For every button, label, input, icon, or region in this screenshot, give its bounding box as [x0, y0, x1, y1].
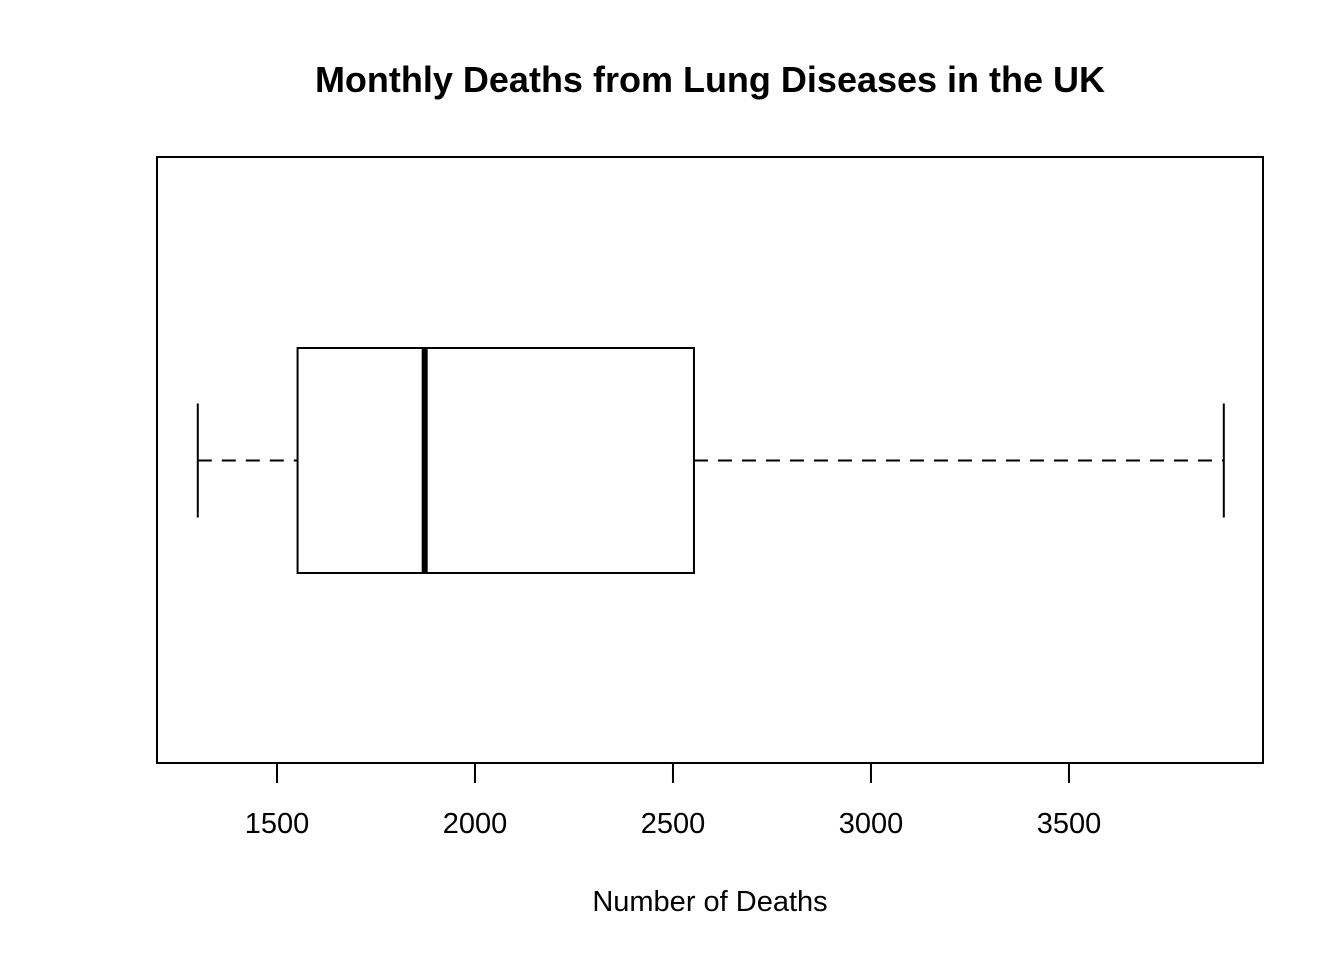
x-axis: 1500 2000 2500 3000 3500	[245, 762, 1102, 840]
x-tick-label: 3000	[839, 808, 904, 840]
x-tick-label: 2000	[443, 808, 508, 840]
x-axis-label: Number of Deaths	[592, 886, 827, 918]
x-tick-label: 1500	[245, 808, 310, 840]
chart-title: Monthly Deaths from Lung Diseases in the…	[315, 59, 1105, 100]
x-tick-label: 2500	[641, 808, 706, 840]
iqr-box	[296, 347, 695, 574]
x-tick-label: 3500	[1037, 808, 1102, 840]
box-group	[196, 347, 1225, 574]
